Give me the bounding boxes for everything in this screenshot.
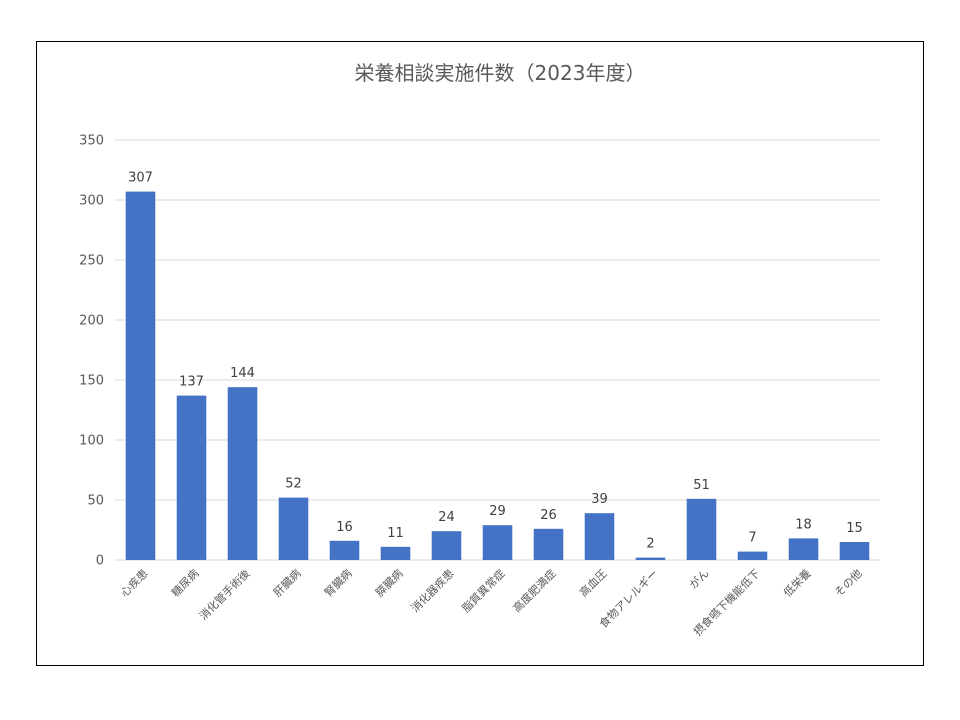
bar (329, 540, 360, 560)
y-tick-label: 300 (79, 194, 104, 209)
data-label: 137 (179, 375, 204, 390)
data-label: 29 (489, 504, 506, 519)
data-label: 52 (285, 477, 302, 492)
x-tick-label: 高度肥満症 (510, 566, 559, 615)
x-tick-label: その他 (832, 567, 865, 600)
y-tick-label: 200 (79, 314, 104, 329)
y-tick-label: 250 (79, 254, 104, 269)
chart-frame (36, 41, 924, 666)
bar (278, 497, 309, 560)
x-tick-label: 高血圧 (576, 566, 609, 599)
data-label: 26 (540, 508, 557, 523)
x-tick-label: 糖尿病 (168, 566, 201, 599)
bar (176, 395, 207, 560)
data-label: 39 (591, 492, 608, 507)
bar (839, 542, 870, 560)
x-tick-label: がん (686, 566, 711, 591)
bar (737, 551, 768, 560)
x-tick-label: 心疾患 (117, 566, 150, 599)
bar (584, 513, 615, 560)
bar (227, 387, 258, 560)
bar (635, 557, 666, 560)
data-label: 7 (748, 531, 756, 546)
data-label: 16 (336, 520, 353, 535)
data-labels: 307 137 144 52 16 11 24 29 26 39 2 51 7 18 15 (128, 171, 863, 552)
y-axis-ticks: 0 50 100 150 200 250 300 350 (79, 134, 104, 569)
x-tick-label: 脂質異常症 (459, 566, 508, 615)
x-tick-label: 消化管手術後 (196, 566, 253, 623)
bar (533, 528, 564, 560)
x-tick-label: 腎臓病 (321, 566, 354, 599)
y-tick-label: 150 (79, 374, 104, 389)
x-tick-label: 膵臓病 (372, 566, 405, 599)
data-label: 307 (128, 171, 153, 186)
bar (482, 525, 513, 560)
data-label: 11 (387, 526, 404, 541)
x-tick-label: 低栄養 (780, 566, 813, 599)
data-label: 2 (646, 537, 654, 552)
chart-title: 栄養相談実施件数（2023年度） (355, 61, 646, 85)
bars (125, 191, 870, 560)
data-label: 18 (795, 517, 812, 532)
bar (431, 531, 462, 560)
y-tick-label: 100 (79, 434, 104, 449)
y-tick-label: 50 (87, 494, 104, 509)
x-tick-label: 消化器疾患 (408, 566, 457, 615)
bar (125, 191, 156, 560)
data-label: 144 (230, 366, 255, 381)
bar (788, 538, 819, 560)
data-label: 51 (693, 478, 710, 493)
y-tick-label: 350 (79, 134, 104, 149)
data-label: 15 (846, 521, 863, 536)
y-tick-label: 0 (96, 554, 104, 569)
bar (380, 546, 411, 560)
bar (686, 498, 717, 560)
data-label: 24 (438, 510, 455, 525)
x-tick-label: 肝臓病 (270, 566, 303, 599)
